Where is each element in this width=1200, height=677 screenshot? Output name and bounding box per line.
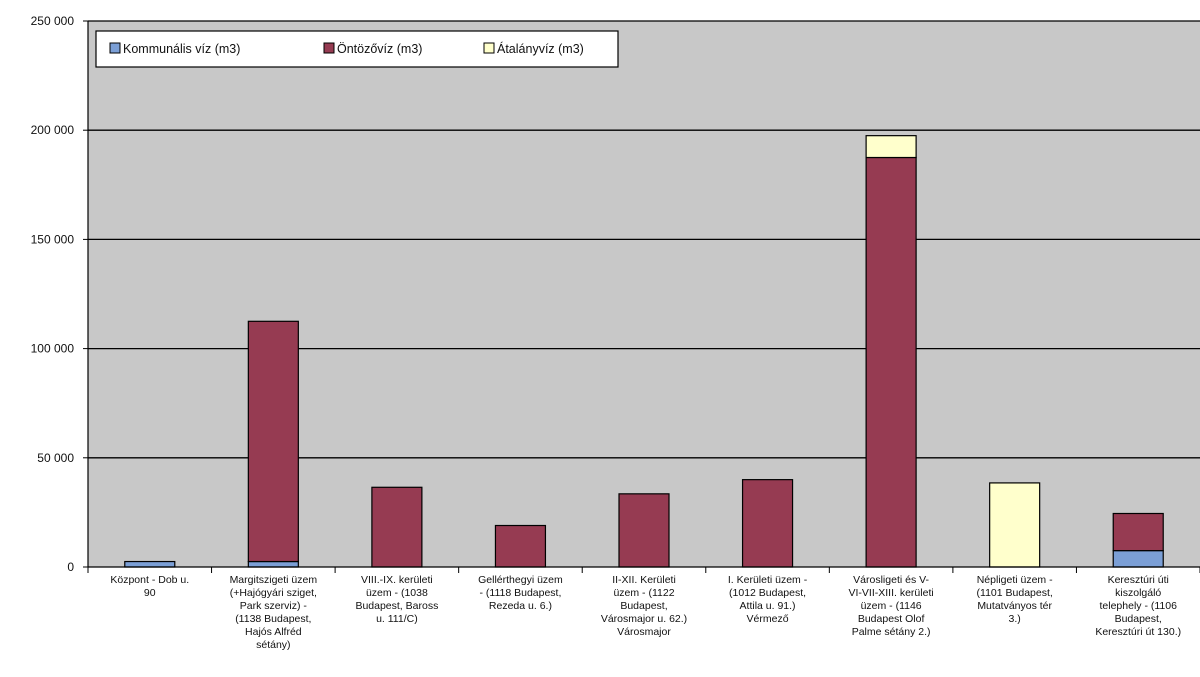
x-tick-label-line: Városmajor u. 62.): [601, 613, 687, 625]
y-tick-label: 0: [67, 560, 74, 574]
y-tick-label: 150 000: [31, 232, 75, 246]
x-tick-label: II-XII. Kerületi üzem - (1122 Budapest, Vár…: [601, 574, 687, 638]
x-tick-label-line: Vérmező: [747, 613, 789, 625]
x-tick-label-line: I. Kerületi üzem -: [728, 574, 808, 586]
x-axis-labels: Központ - Dob u. 90 Margitszigeti üzem (+Ha…: [110, 574, 1181, 651]
legend-box: [95, 30, 619, 68]
x-tick-label-line: (+Hajógyári sziget,: [230, 587, 317, 599]
x-tick-label-line: üzem - (1146: [861, 600, 922, 612]
x-tick-label: Gellérthegyi üzem - (1118 Budapest, Rezeda…: [478, 574, 563, 612]
x-tick-label-line: Városmajor: [617, 626, 671, 638]
x-tick-label-line: Margitszigeti üzem: [230, 574, 318, 586]
bar-segment: [1112, 512, 1164, 552]
bar-segment: [247, 320, 299, 563]
bar-segment: [371, 486, 423, 568]
legend-swatch: [483, 42, 495, 54]
bar-segment: [865, 135, 917, 159]
x-tick-label-line: u. 111/C): [376, 613, 418, 625]
x-tick-label-line: Hajós Alfréd: [245, 626, 302, 638]
x-tick-label-line: 90: [144, 587, 156, 599]
x-tick-label-line: Budapest,: [1115, 613, 1162, 625]
x-tick-label-line: VI-VII-XIII. kerületi: [849, 587, 934, 599]
x-tick-label-line: üzem - (1038: [366, 587, 428, 599]
x-tick-label-line: (1012 Budapest,: [729, 587, 806, 599]
x-tick-label-line: Városligeti és V-: [853, 574, 929, 586]
x-tick-label-line: telephely - (1106: [1100, 600, 1178, 612]
x-tick-label-line: Gellérthegyi üzem: [478, 574, 563, 586]
y-tick-label: 50 000: [37, 451, 74, 465]
bar-segment: [741, 479, 794, 568]
legend-swatch: [323, 42, 335, 54]
x-tick-label-line: Budapest Olof: [858, 613, 925, 625]
x-tick-label-line: Központ - Dob u.: [110, 574, 189, 586]
legend-label: Öntözővíz (m3): [337, 42, 422, 56]
x-tick-label: Keresztúri úti kiszolgáló telephely - (110…: [1095, 574, 1181, 638]
x-tick-label-line: VIII.-IX. kerületi: [361, 574, 433, 586]
x-tick-label: Városligeti és V-VI-VII-XIII. kerületi üz…: [849, 574, 934, 638]
bar-segment: [865, 156, 917, 568]
x-tick-label-line: Attila u. 91.): [740, 600, 796, 612]
legend: Kommunális víz (m3) Öntözővíz (m3) Átalány…: [95, 30, 619, 68]
legend-swatch: [109, 42, 121, 54]
x-tick-label-line: (1101 Budapest,: [977, 587, 1053, 599]
x-tick-label-line: Keresztúri út 130.): [1095, 626, 1181, 638]
x-tick-label-line: Rezeda u. 6.): [489, 600, 552, 612]
x-tick-label-line: Palme sétány 2.): [852, 626, 931, 638]
bar-segment: [989, 482, 1041, 568]
x-tick-label: VIII.-IX. kerületi üzem - (1038 Budapest, …: [355, 574, 438, 625]
legend-label: Átalányvíz (m3): [497, 41, 584, 56]
bar-segment: [124, 560, 176, 568]
y-tick-label: 250 000: [31, 14, 75, 28]
x-tick-label-line: Keresztúri úti: [1108, 574, 1169, 586]
y-axis-ticks: 0 50 000 100 000 150 000 200 000 250 000: [31, 14, 88, 574]
x-tick-label-line: üzem - (1122: [613, 587, 674, 599]
x-tick-label-line: kiszolgáló: [1115, 587, 1161, 599]
x-tick-label-line: Park szerviz) -: [240, 600, 308, 612]
bar-segment: [618, 493, 670, 568]
y-tick-label: 100 000: [31, 342, 75, 356]
x-tick-label: I. Kerületi üzem -(1012 Budapest, Attila …: [728, 574, 808, 625]
x-tick-label-line: Budapest,: [620, 600, 667, 612]
x-tick-label-line: Mutatványos tér: [977, 600, 1052, 612]
bar-segment: [494, 524, 547, 568]
bar-segment: [1112, 550, 1164, 568]
x-tick-label-line: - (1118 Budapest,: [479, 587, 561, 599]
x-tick-label-line: Népligeti üzem -: [977, 574, 1053, 586]
x-tick-label-line: II-XII. Kerületi: [612, 574, 676, 586]
x-tick-label-line: 3.): [1009, 613, 1021, 625]
x-tick-label: Margitszigeti üzem (+Hajógyári sziget, Par…: [230, 574, 318, 651]
axes: [87, 21, 1200, 573]
legend-label: Kommunális víz (m3): [123, 42, 240, 56]
x-tick-label: Központ - Dob u. 90: [110, 574, 189, 599]
bar-segment: [247, 560, 299, 568]
y-tick-label: 200 000: [31, 123, 75, 137]
bars: [124, 135, 1164, 568]
x-tick-label-line: (1138 Budapest,: [235, 613, 311, 625]
x-tick-label-line: Budapest, Baross: [355, 600, 438, 612]
x-tick-label: Népligeti üzem -(1101 Budapest, Mutatvány…: [977, 574, 1054, 625]
x-tick-label-line: sétány): [256, 639, 290, 651]
